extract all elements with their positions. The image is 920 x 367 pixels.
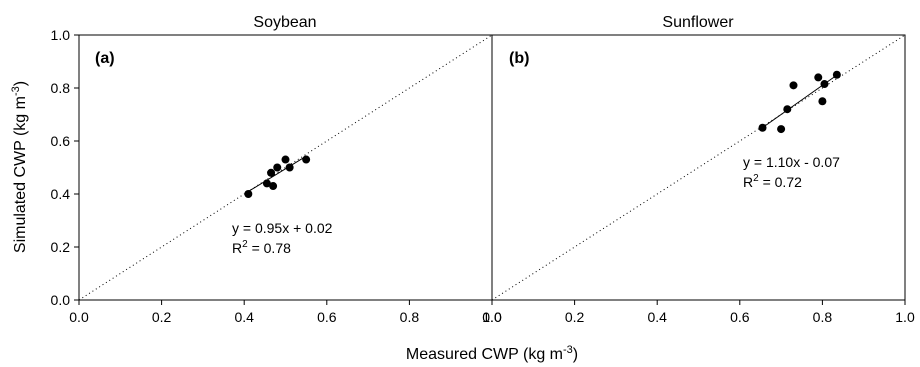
x-tick-label-soybean-1: 0.2 (152, 309, 172, 325)
one-to-one-line-path-sunflower (491, 34, 906, 301)
r2-value-sunflower: = 0.72 (759, 174, 802, 190)
r2-prefix-soybean: R (232, 240, 242, 256)
x-tick-label-soybean-0: 0.0 (69, 309, 89, 325)
data-point-soybean-4 (273, 163, 282, 172)
y-tick-label-1: 0.2 (51, 239, 71, 255)
points-soybean (244, 155, 311, 198)
panel-label-b: (b) (509, 50, 529, 67)
x-tick-label-sunflower-4: 0.8 (813, 309, 833, 325)
data-point-soybean-6 (285, 163, 294, 172)
points-sunflower (758, 70, 841, 134)
fit-line-soybean (248, 155, 307, 192)
data-point-sunflower-6 (820, 80, 829, 89)
r-squared-sunflower: R2 = 0.72 (743, 173, 802, 190)
y-tick-label-3: 0.6 (51, 133, 71, 149)
panel-sunflower: Sunflower (b) 0.0 0.2 0.4 0.6 0.8 1.0 y = 1.1… (482, 14, 915, 325)
panel-label-a: (a) (95, 50, 115, 67)
r2-prefix-sunflower: R (743, 174, 753, 190)
x-tick-label-sunflower-5: 1.0 (895, 309, 915, 325)
data-point-sunflower-2 (783, 105, 792, 114)
y-axis-title-text: Simulated CWP (kg m (12, 96, 29, 253)
x-tick-label-soybean-3: 0.6 (317, 309, 337, 325)
data-point-sunflower-5 (818, 97, 827, 106)
x-tick-label-soybean-2: 0.4 (234, 309, 254, 325)
y-axis-title-exponent: -3 (10, 86, 22, 96)
x-tick-label-sunflower-2: 0.4 (647, 309, 667, 325)
r2-value-soybean: = 0.78 (248, 240, 291, 256)
regression-line-soybean (248, 155, 307, 192)
one-to-one-line-sunflower (491, 34, 906, 301)
data-point-soybean-2 (267, 168, 276, 177)
x-tick-label-soybean-4: 0.8 (400, 309, 420, 325)
plot-frame-sunflower (491, 34, 906, 301)
data-point-sunflower-3 (789, 81, 798, 90)
y-axis-title: Simulated CWP (kg m-3) (10, 81, 29, 253)
data-point-soybean-3 (269, 182, 278, 191)
y-tick-label-5: 1.0 (51, 27, 71, 43)
panel-title-sunflower: Sunflower (662, 14, 734, 31)
x-tick-label-sunflower-3: 0.6 (730, 309, 750, 325)
data-point-sunflower-4 (814, 73, 823, 82)
data-point-soybean-0 (244, 190, 253, 198)
y-axis-title-close: ) (12, 81, 29, 86)
x-axis-title-close: ) (573, 346, 578, 363)
data-point-soybean-5 (281, 155, 290, 164)
x-tick-label-soybean-5: 1.0 (482, 309, 502, 325)
ticks-soybean: 0.0 0.2 0.4 0.6 0.8 1.00.00.20.40.60.81.0 (51, 27, 502, 325)
y-tick-label-4: 0.8 (51, 80, 71, 96)
data-point-sunflower-1 (777, 125, 786, 134)
x-tick-label-sunflower-0: 0.0 (482, 309, 502, 325)
r2-superscript-soybean: 2 (242, 239, 248, 250)
data-point-sunflower-7 (832, 70, 841, 79)
data-point-soybean-7 (302, 155, 311, 164)
y-tick-label-2: 0.4 (51, 186, 71, 202)
x-tick-label-sunflower-1: 0.2 (565, 309, 585, 325)
data-point-sunflower-0 (758, 123, 767, 132)
y-tick-label-0: 0.0 (51, 292, 71, 308)
ticks-sunflower: 0.0 0.2 0.4 0.6 0.8 1.0 (482, 300, 915, 325)
panel-soybean: Soybean (a) 0.0 0.2 0.4 0.6 0.8 1.00.00.20.40… (51, 14, 502, 325)
data-point-soybean-1 (262, 179, 271, 188)
x-axis-title-text: Measured CWP (kg m (406, 346, 563, 363)
one-to-one-line-soybean (78, 34, 493, 301)
one-to-one-line-path-soybean (78, 34, 493, 301)
regression-equation-soybean: y = 0.95x + 0.02 (232, 220, 333, 236)
r2-superscript-sunflower: 2 (753, 173, 759, 184)
r-squared-soybean: R2 = 0.78 (232, 239, 291, 256)
x-axis-title: Measured CWP (kg m-3) (406, 344, 578, 363)
regression-equation-sunflower: y = 1.10x - 0.07 (743, 154, 840, 170)
panel-title-soybean: Soybean (253, 14, 316, 31)
x-axis-title-exponent: -3 (563, 344, 573, 356)
